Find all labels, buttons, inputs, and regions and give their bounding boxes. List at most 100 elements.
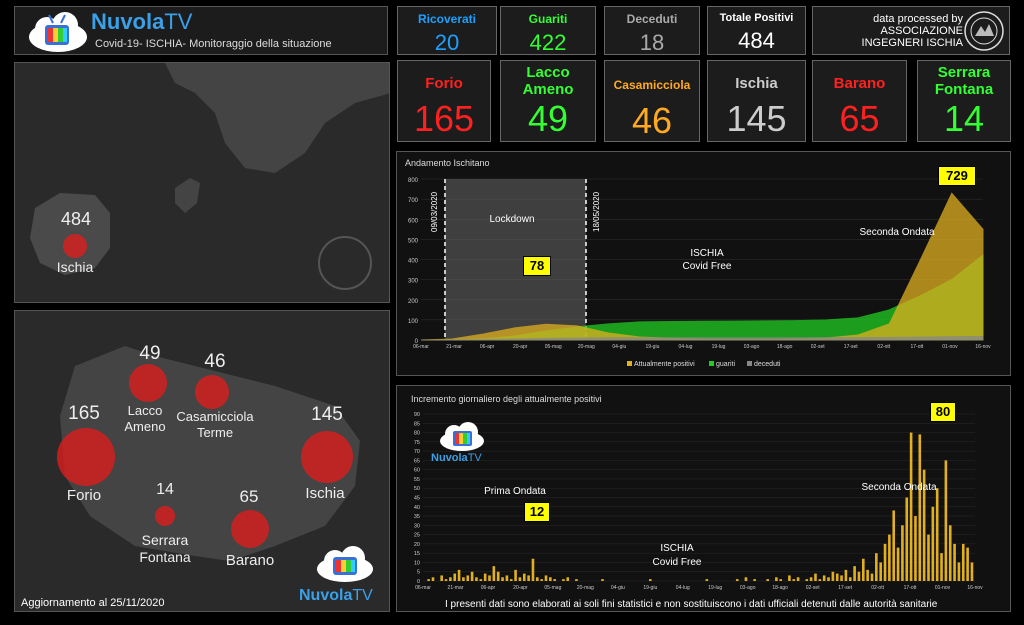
chart1-ytick: 500	[408, 238, 419, 244]
overview-name: Ischia	[56, 259, 94, 275]
place-casamicciola-name: Casamicciola Terme	[176, 409, 254, 440]
chart2-bar	[892, 510, 896, 581]
nuvolatv-logo-icon	[27, 11, 89, 53]
chart2-xtick: 06-apr	[481, 585, 496, 591]
chart2-xtick: 02-set	[806, 585, 821, 591]
chart1-free1: ISCHIA	[690, 248, 724, 259]
chart2-xtick: 20-apr	[513, 585, 528, 591]
stat-label: Deceduti	[626, 12, 678, 26]
bubble-barano	[231, 510, 269, 548]
stat-guariti: Guariti 422	[500, 6, 596, 55]
chart2-xtick: 17-ott	[904, 585, 917, 591]
chart2-bar	[444, 579, 448, 581]
chart2-bar	[870, 573, 874, 581]
chart2-svg: 0 5 10 15 20 25 30 35 40 45 50 55 60 65 70 75 80 85 90 06-m…	[414, 412, 983, 591]
chart2-bar	[566, 577, 570, 581]
chart1-xtick: 21-mar	[446, 344, 462, 350]
town-ischia: Ischia 145	[707, 60, 806, 142]
chart2-xtick: 21-mar	[448, 585, 464, 591]
chart2-ytick: 10	[414, 560, 420, 566]
chart2-bar	[814, 573, 817, 581]
town-label: Forio	[425, 75, 463, 92]
chart2-bar	[488, 575, 491, 581]
chart2-bar	[840, 575, 843, 581]
chart2-ytick: 45	[414, 496, 420, 502]
chart2-bar	[649, 579, 652, 581]
chart1-xtick: 19-giu	[645, 344, 659, 350]
town-value: 14	[943, 98, 985, 139]
chart2-bar	[918, 434, 922, 581]
chart1-ytick: 0	[415, 339, 419, 345]
chart2-bar	[553, 579, 557, 581]
chart2-bar	[922, 469, 926, 581]
page-subtitle: Covid-19- ISCHIA- Monitoraggio della sit…	[95, 38, 332, 50]
chart1-xtick: 16-nov	[975, 344, 991, 350]
chart2-xtick: 01-nov	[935, 585, 951, 591]
chart2-bar	[953, 543, 956, 581]
chart-incremento: Incremento giornaliero degli attualmente…	[396, 385, 1011, 612]
chart1-legend-label: Attualmente positivi	[634, 361, 695, 368]
chart2-xtick: 04-giu	[611, 585, 625, 591]
chart2-bar	[775, 577, 778, 581]
chart2-bar	[536, 577, 539, 581]
chart1-legend-label: deceduti	[754, 361, 781, 368]
town-value: 46	[631, 100, 673, 141]
footer-disclaimer: I presenti dati sono elaborati ai soli f…	[445, 599, 938, 610]
chart2-second: Seconda Ondata	[861, 482, 936, 493]
chart2-bar	[514, 569, 517, 581]
chart2-bar	[957, 562, 961, 581]
chart2-bar	[744, 577, 748, 581]
chart2-bar	[818, 579, 822, 581]
stat-value: 20	[434, 30, 460, 55]
chart2-ytick: 50	[414, 486, 420, 492]
chart2-bar	[822, 575, 826, 581]
credit-line-1: data processed by	[873, 13, 963, 25]
chart1-second: Seconda Ondata	[859, 227, 934, 238]
stat-ricoverati: Ricoverati 20	[397, 6, 497, 55]
chart2-bar	[549, 577, 552, 581]
chart2-xtick: 03-ago	[740, 585, 756, 591]
town-barano: Barano 65	[812, 60, 907, 142]
chart2-ytick: 40	[414, 505, 420, 511]
chart2-bar	[853, 566, 856, 581]
stat-label: Totale Positivi	[719, 12, 794, 24]
chart1-xtick: 06-mar	[413, 344, 429, 350]
town-serrara-fontana: Serrara Fontana 14	[917, 60, 1011, 142]
place-forio-count: 165	[68, 403, 100, 424]
chart2-peak1-box: 12	[524, 502, 550, 522]
chart2-ytick: 70	[414, 449, 420, 455]
town-label: Ischia	[735, 75, 778, 92]
chart2-logo-icon	[437, 420, 487, 452]
chart2-bar	[735, 579, 739, 581]
overview-map-svg	[30, 63, 389, 290]
chart2-bar	[966, 547, 969, 581]
stat-value: 422	[529, 30, 567, 55]
town-value: 49	[527, 98, 569, 139]
chart2-bar	[518, 577, 522, 581]
chart2-xtick: 19-giu	[643, 585, 657, 591]
stat-label: Ricoverati	[417, 12, 477, 26]
chart2-bar	[905, 497, 909, 581]
chart2-xtick: 19-lug	[708, 585, 722, 591]
bubble-serrara	[155, 506, 175, 526]
chart2-bar	[505, 575, 509, 581]
chart2-bar	[888, 534, 891, 581]
overview-map: 484 Ischia	[14, 62, 390, 303]
credit-panel: data processed by ASSOCIAZIONE INGEGNERI…	[812, 6, 1010, 55]
stat-label: Guariti	[528, 12, 568, 26]
chart2-first: Prima Ondata	[484, 486, 546, 497]
chart2-bar	[531, 558, 535, 581]
chart1-legend-swatch	[627, 361, 632, 366]
chart2-bar	[449, 577, 452, 581]
chart2-bar	[431, 577, 435, 581]
chart1-ytick: 100	[408, 319, 419, 325]
chart2-bar	[970, 562, 974, 581]
brand-title: NuvolaTV	[91, 9, 192, 35]
chart2-bar	[496, 571, 500, 581]
chart2-ytick: 60	[414, 468, 420, 474]
town-value: 145	[726, 98, 787, 139]
chart2-ytick: 65	[414, 458, 420, 464]
chart2-ytick: 75	[414, 440, 420, 446]
chart1-title: Andamento Ischitano	[405, 158, 490, 168]
credit-text: data processed by ASSOCIAZIONE INGEGNERI…	[833, 13, 963, 49]
